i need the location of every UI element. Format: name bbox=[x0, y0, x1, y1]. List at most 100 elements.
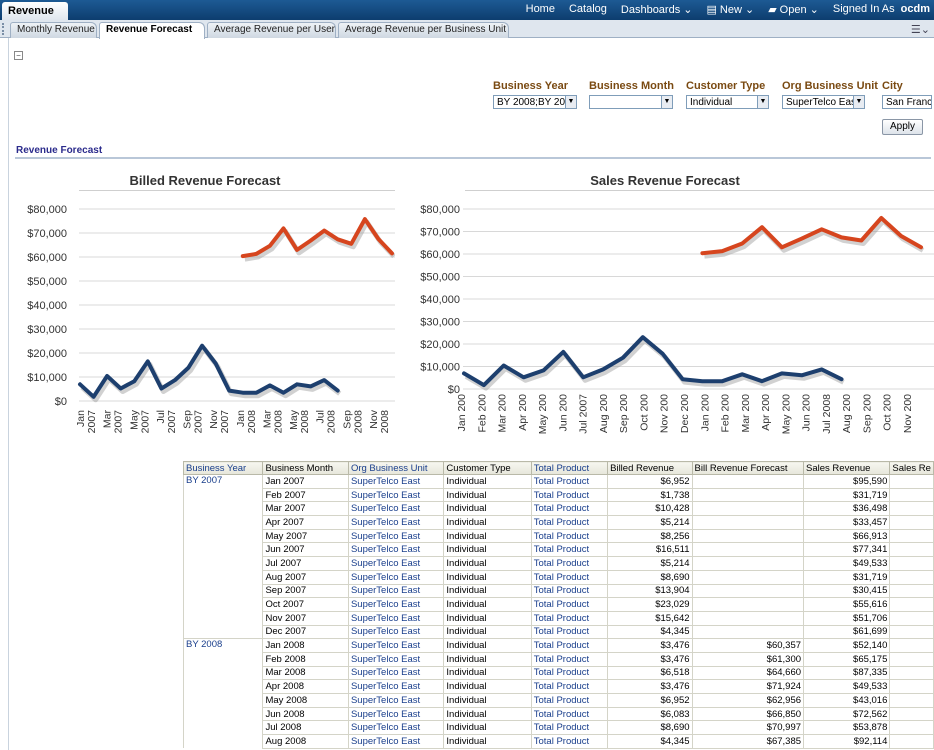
sales-revenue-forecast-cell bbox=[889, 610, 934, 626]
org-business-unit-cell[interactable]: SuperTelco East bbox=[347, 583, 445, 599]
customer-type-cell: Individual bbox=[443, 487, 532, 503]
org-business-unit-cell[interactable]: SuperTelco East bbox=[347, 569, 445, 585]
org-business-unit-cell[interactable]: SuperTelco East bbox=[347, 679, 445, 694]
tab-monthly-revenue[interactable]: Monthly Revenue bbox=[10, 22, 97, 38]
billed-revenue-cell: $3,476 bbox=[607, 638, 693, 653]
x-tick-label: Mar 200 bbox=[497, 394, 509, 433]
business-year-cell[interactable]: BY 2007 bbox=[182, 474, 264, 489]
total-product-cell[interactable]: Total Product bbox=[530, 638, 609, 653]
billed-revenue-cell: $1,738 bbox=[607, 487, 693, 503]
total-product-cell[interactable]: Total Product bbox=[530, 597, 609, 612]
total-product-cell[interactable]: Total Product bbox=[530, 542, 609, 558]
tab-average-revenue-per-user[interactable]: Average Revenue per User bbox=[207, 22, 336, 38]
org-business-unit-cell[interactable]: SuperTelco East bbox=[347, 474, 445, 489]
total-product-cell[interactable]: Total Product bbox=[530, 610, 609, 626]
business-year-select[interactable]: BY 2008;BY 2007 ▼ bbox=[493, 95, 577, 109]
customer-type-cell: Individual bbox=[443, 734, 532, 749]
top-bar: Revenue Home Catalog Dashboards ⌄ ▤ New ⌄… bbox=[0, 0, 934, 20]
col-billed-revenue[interactable]: Billed Revenue bbox=[607, 461, 693, 475]
total-product-cell[interactable]: Total Product bbox=[530, 651, 609, 667]
org-business-unit-cell[interactable]: SuperTelco East bbox=[347, 665, 445, 681]
collapse-section-icon[interactable]: − bbox=[14, 51, 23, 60]
total-product-cell[interactable]: Total Product bbox=[530, 720, 609, 736]
business-month-cell: Jul 2008 bbox=[262, 720, 349, 736]
apply-button[interactable]: Apply bbox=[882, 119, 923, 135]
business-year-cell bbox=[182, 720, 264, 735]
total-product-cell[interactable]: Total Product bbox=[530, 679, 609, 694]
business-year-cell[interactable]: BY 2008 bbox=[182, 638, 264, 653]
section-title: Revenue Forecast bbox=[16, 145, 103, 156]
forecast-revenue-line[interactable] bbox=[240, 217, 394, 259]
col-bill-revenue-forecast[interactable]: Bill Revenue Forecast bbox=[691, 461, 805, 475]
catalog-link[interactable]: Catalog bbox=[568, 3, 607, 15]
org-business-unit-cell[interactable]: SuperTelco East bbox=[347, 693, 445, 708]
org-business-unit-cell[interactable]: SuperTelco East bbox=[347, 515, 445, 530]
city-select[interactable]: San Francisco bbox=[882, 95, 932, 109]
total-product-cell[interactable]: Total Product bbox=[530, 474, 609, 489]
table-row: Feb 2007 SuperTelco East Individual Total P… bbox=[182, 487, 934, 503]
table-row: May 2008 SuperTelco East Individual Total P… bbox=[182, 693, 934, 708]
col-sales-revenue-forecast[interactable]: Sales Re bbox=[889, 461, 934, 475]
tab-average-revenue-per-business-unit[interactable]: Average Revenue per Business Unit bbox=[338, 22, 509, 38]
user-menu[interactable]: ocdm bbox=[900, 3, 930, 15]
billed-revenue-cell: $6,952 bbox=[607, 693, 693, 708]
org-business-unit-cell[interactable]: SuperTelco East bbox=[347, 638, 445, 653]
customer-type-select[interactable]: Individual ▼ bbox=[686, 95, 769, 109]
col-business-month[interactable]: Business Month bbox=[262, 461, 349, 475]
total-product-cell[interactable]: Total Product bbox=[530, 624, 609, 640]
business-month-cell: Apr 2007 bbox=[262, 515, 349, 530]
y-tick-label: $80,000 bbox=[27, 204, 67, 216]
customer-type-label: Customer Type bbox=[686, 80, 766, 92]
org-business-unit-cell[interactable]: SuperTelco East bbox=[347, 706, 445, 722]
total-product-cell[interactable]: Total Product bbox=[530, 487, 609, 503]
col-total-product[interactable]: Total Product bbox=[530, 461, 609, 475]
home-link[interactable]: Home bbox=[525, 3, 555, 15]
billed-revenue-cell: $3,476 bbox=[607, 651, 693, 667]
total-product-cell[interactable]: Total Product bbox=[530, 734, 609, 749]
page-options-icon[interactable]: ☰⌄ bbox=[910, 24, 930, 36]
app-tab[interactable]: Revenue bbox=[2, 2, 68, 20]
org-business-unit-cell[interactable]: SuperTelco East bbox=[347, 501, 445, 517]
y-tick-label: $70,000 bbox=[27, 228, 67, 240]
table-row: Feb 2008 SuperTelco East Individual Total P… bbox=[182, 651, 934, 667]
org-business-unit-cell[interactable]: SuperTelco East bbox=[347, 720, 445, 736]
total-product-cell[interactable]: Total Product bbox=[530, 693, 609, 708]
tab-revenue-forecast[interactable]: Revenue Forecast bbox=[99, 22, 205, 39]
sales-revenue-cell: $49,533 bbox=[803, 679, 891, 694]
dropdown-arrow-icon: ▼ bbox=[565, 96, 576, 108]
org-business-unit-cell[interactable]: SuperTelco East bbox=[347, 734, 445, 749]
business-month-cell: Oct 2007 bbox=[262, 597, 349, 612]
org-business-unit-cell[interactable]: SuperTelco East bbox=[347, 610, 445, 626]
dashboards-menu[interactable]: Dashboards ⌄ bbox=[621, 3, 693, 16]
total-product-cell[interactable]: Total Product bbox=[530, 556, 609, 571]
col-customer-type[interactable]: Customer Type bbox=[443, 461, 532, 475]
bill-revenue-forecast-cell: $66,850 bbox=[691, 706, 805, 722]
total-product-cell[interactable]: Total Product bbox=[530, 665, 609, 681]
org-business-unit-cell[interactable]: SuperTelco East bbox=[347, 597, 445, 612]
actual-revenue-line[interactable] bbox=[78, 343, 340, 399]
org-business-unit-cell[interactable]: SuperTelco East bbox=[347, 542, 445, 558]
total-product-cell[interactable]: Total Product bbox=[530, 528, 609, 544]
total-product-cell[interactable]: Total Product bbox=[530, 706, 609, 722]
total-product-cell[interactable]: Total Product bbox=[530, 515, 609, 530]
forecast-revenue-line[interactable] bbox=[700, 216, 923, 256]
total-product-cell[interactable]: Total Product bbox=[530, 501, 609, 517]
org-business-unit-select[interactable]: SuperTelco East ▼ bbox=[782, 95, 865, 109]
actual-revenue-line[interactable] bbox=[462, 335, 844, 388]
org-business-unit-cell[interactable]: SuperTelco East bbox=[347, 651, 445, 667]
total-product-cell[interactable]: Total Product bbox=[530, 583, 609, 599]
org-business-unit-cell[interactable]: SuperTelco East bbox=[347, 624, 445, 640]
col-business-year[interactable]: Business Year bbox=[182, 461, 264, 475]
org-business-unit-cell[interactable]: SuperTelco East bbox=[347, 556, 445, 571]
open-menu[interactable]: ▰ Open ⌄ bbox=[768, 3, 819, 16]
x-tick-label: May2007 bbox=[128, 409, 151, 433]
table-row: Sep 2007 SuperTelco East Individual Total P… bbox=[182, 583, 934, 599]
col-org-business-unit[interactable]: Org Business Unit bbox=[347, 461, 445, 475]
org-business-unit-cell[interactable]: SuperTelco East bbox=[347, 487, 445, 503]
business-month-select[interactable]: ▼ bbox=[589, 95, 673, 109]
col-sales-revenue[interactable]: Sales Revenue bbox=[803, 461, 891, 475]
org-business-unit-cell[interactable]: SuperTelco East bbox=[347, 528, 445, 544]
new-menu[interactable]: ▤ New ⌄ bbox=[707, 3, 755, 16]
total-product-cell[interactable]: Total Product bbox=[530, 569, 609, 585]
business-year-cell bbox=[182, 611, 264, 626]
